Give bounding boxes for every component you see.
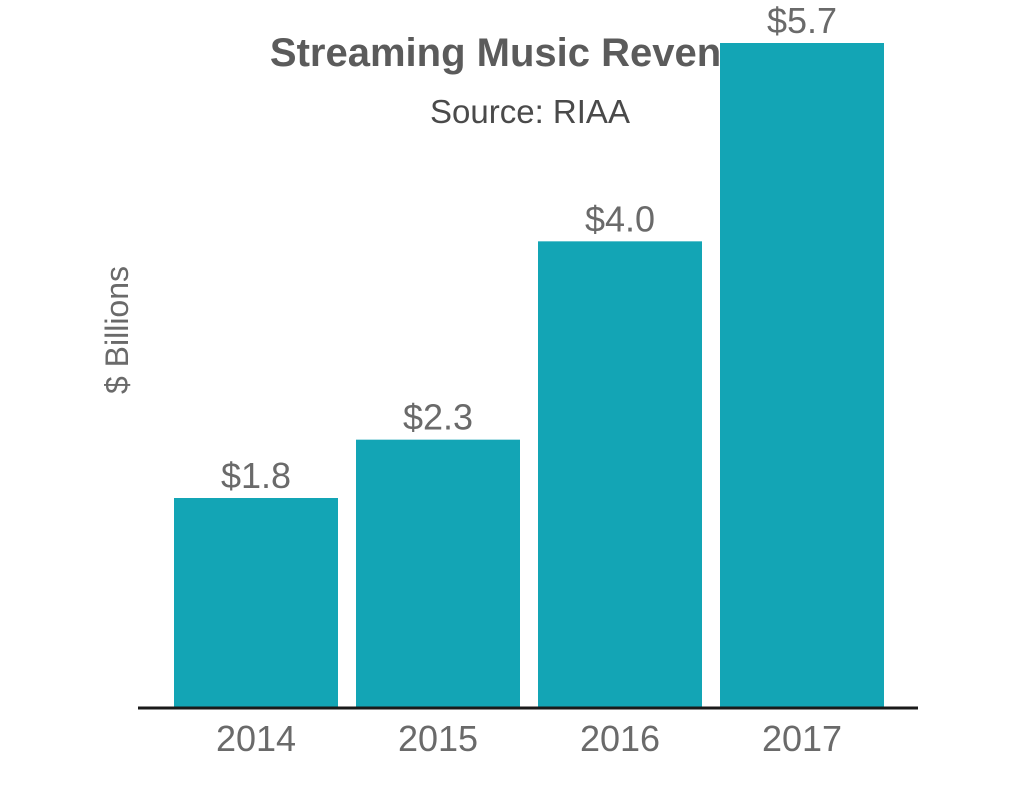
x-tick-label-2016: 2016 [580, 718, 660, 759]
chart-subtitle: Source: RIAA [430, 93, 630, 130]
data-label-2016: $4.0 [585, 198, 655, 239]
bar-2017 [720, 43, 884, 708]
x-tick-label-2014: 2014 [216, 718, 296, 759]
bar-2016 [538, 241, 702, 709]
x-tick-label-2017: 2017 [762, 718, 842, 759]
labels-layer: $1.8 2014 $2.3 2015 $4.0 2016 $5.7 2017 [216, 0, 842, 759]
data-label-2014: $1.8 [221, 455, 291, 496]
x-tick-label-2015: 2015 [398, 718, 478, 759]
data-label-2017: $5.7 [767, 0, 837, 41]
bar-2015 [356, 439, 520, 708]
data-label-2015: $2.3 [403, 397, 473, 438]
bar-2014 [174, 498, 338, 708]
chart-title: Streaming Music Revenues [270, 31, 790, 75]
bars-layer [174, 43, 884, 709]
y-axis-label: $ Billions [99, 266, 135, 394]
